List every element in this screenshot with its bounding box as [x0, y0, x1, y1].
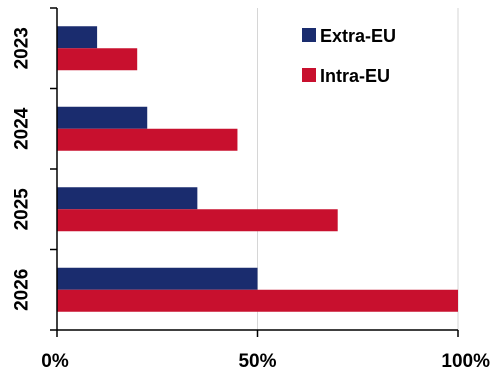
bar-extra-eu-2025: [57, 187, 198, 210]
axes: [50, 7, 459, 337]
legend-swatch-intra-eu: [302, 68, 316, 82]
x-tick-labels: 0% 50% 100%: [41, 351, 490, 372]
bar-intra-eu-2025: [57, 209, 338, 232]
bar-extra-eu-2023: [57, 26, 98, 49]
y-tick-label-2025: 2025: [12, 188, 33, 231]
legend-swatch-extra-eu: [302, 28, 316, 42]
y-tick-label-2023: 2023: [12, 27, 33, 69]
x-tick-label-100%: 100%: [441, 351, 490, 372]
y-tick-label-2024: 2024: [12, 107, 33, 150]
y-tick-labels: 2023 2024 2025 2026: [12, 27, 33, 311]
legend: Extra-EU Intra-EU: [302, 26, 396, 86]
x-tick-label-0%: 0%: [41, 351, 69, 372]
bar-extra-eu-2026: [57, 267, 258, 290]
bar-extra-eu-2024: [57, 106, 148, 129]
bars: [57, 26, 458, 312]
legend-label-intra-eu: Intra-EU: [320, 66, 390, 86]
bar-intra-eu-2023: [57, 48, 138, 71]
y-tick-label-2026: 2026: [12, 269, 33, 311]
x-tick-label-50%: 50%: [238, 351, 276, 372]
legend-label-extra-eu: Extra-EU: [320, 26, 396, 46]
bar-intra-eu-2026: [57, 289, 458, 312]
bar-intra-eu-2024: [57, 128, 238, 151]
gridlines: [257, 8, 459, 330]
